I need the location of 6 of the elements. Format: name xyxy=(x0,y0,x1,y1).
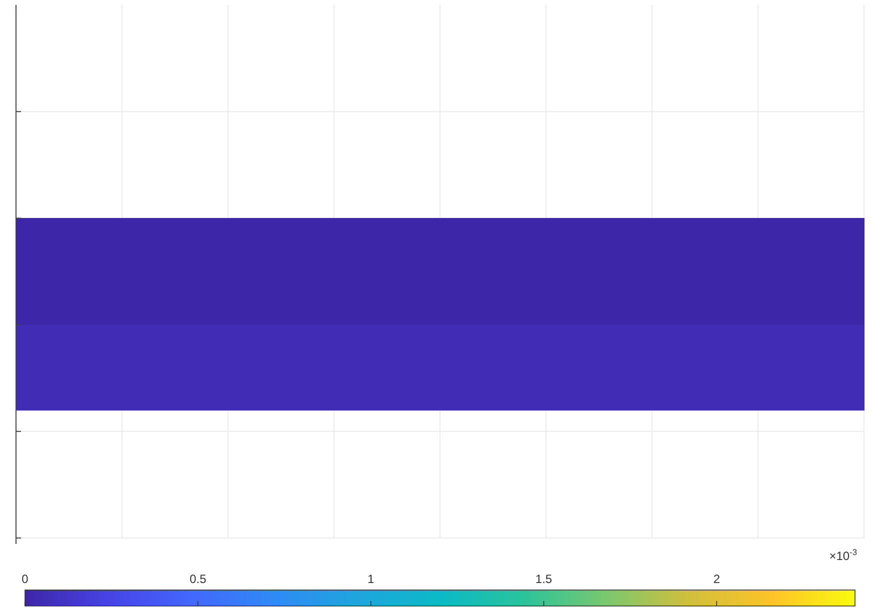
color-bar-label: 0.5 xyxy=(190,572,207,586)
color-bar-label: 1 xyxy=(367,572,374,586)
color-bar-label: 2 xyxy=(713,572,720,586)
color-bar-label: 0 xyxy=(22,572,29,586)
text: ×10$^{-3}$ xyxy=(829,547,858,563)
color-bar-label: 1.5 xyxy=(535,572,552,586)
